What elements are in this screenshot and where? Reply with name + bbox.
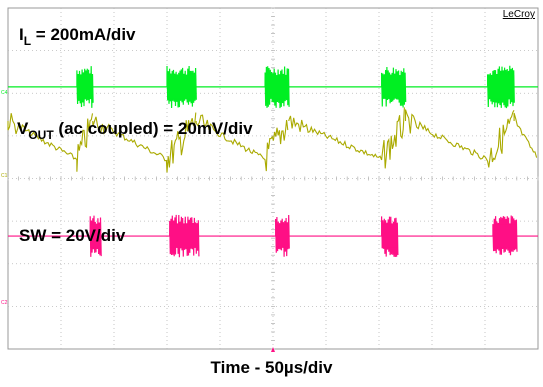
il-trace-burst <box>76 75 93 99</box>
channel-marker-il: C4 <box>1 90 8 96</box>
vout-trace <box>7 107 538 173</box>
il-scale-label: IL = 200mA/div <box>19 25 136 48</box>
channel-marker-vout: C1 <box>1 173 8 179</box>
vout-label-rest: (ac coupled) = 20mV/div <box>54 119 253 138</box>
trigger-marker <box>271 347 275 352</box>
vout-scale-label: VOUT (ac coupled) = 20mV/div <box>17 119 253 142</box>
lecroy-brand: LeCroy <box>503 9 535 20</box>
vout-label-sub: OUT <box>28 128 54 142</box>
vout-label-main: V <box>17 119 29 138</box>
il-label-sub: L <box>24 34 31 48</box>
sw-trace-burst <box>169 224 199 248</box>
time-axis-label: Time - 50µs/div <box>210 358 333 377</box>
sw-trace-burst <box>275 224 289 248</box>
traces <box>7 65 538 258</box>
il-trace-burst <box>265 75 289 99</box>
channel-marker-sw: C2 <box>1 300 8 306</box>
sw-trace-burst <box>492 224 517 248</box>
grid <box>7 7 539 350</box>
il-trace-burst <box>487 75 515 99</box>
il-trace-burst <box>167 75 197 99</box>
il-trace-burst <box>381 75 406 99</box>
il-label-rest: = 200mA/div <box>31 25 136 44</box>
il-label-main: I <box>19 25 24 44</box>
sw-trace-burst <box>90 224 101 248</box>
sw-scale-label: SW = 20V/div <box>19 226 126 245</box>
sw-trace-burst <box>381 224 398 248</box>
